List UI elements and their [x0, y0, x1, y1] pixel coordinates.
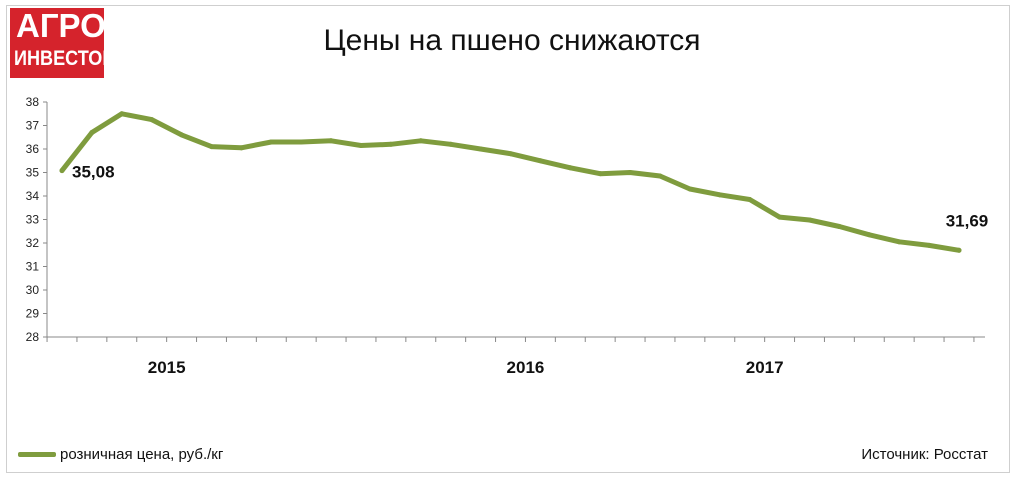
- data-point: [896, 239, 902, 245]
- data-point: [89, 130, 95, 136]
- data-point: [328, 138, 334, 144]
- data-point: [567, 165, 573, 171]
- data-point: [298, 139, 304, 145]
- data-point: [807, 217, 812, 223]
- data-point: [777, 214, 783, 220]
- chart-axes: 28 29 30 31 32 33 34 35 36 37 38 2015 2016 2017: [26, 95, 985, 377]
- y-tick-label: 33: [26, 213, 40, 227]
- series-line: [59, 111, 962, 253]
- data-point: [358, 142, 364, 148]
- chart-marks: 35,08 31,69: [59, 111, 989, 253]
- y-tick-label: 29: [26, 307, 40, 321]
- y-tick-label: 34: [26, 189, 40, 203]
- chart-frame: [6, 5, 1010, 473]
- year-label: 2016: [507, 358, 545, 377]
- data-point: [747, 197, 753, 203]
- y-tick-label: 28: [26, 330, 40, 344]
- data-point: [537, 158, 543, 164]
- data-point: [149, 117, 155, 123]
- data-point: [717, 192, 723, 198]
- data-point: [119, 111, 125, 117]
- data-label: 35,08: [72, 163, 115, 182]
- data-label: 31,69: [946, 211, 989, 230]
- data-point: [866, 232, 872, 238]
- data-point: [687, 186, 693, 192]
- source-note: Источник: Росстат: [861, 446, 988, 463]
- legend-label: розничная цена, руб./кг: [60, 446, 224, 463]
- y-tick-label: 36: [26, 142, 40, 156]
- agroinvestor-logo: АГРО ИНВЕСТОР: [10, 7, 114, 78]
- data-point: [836, 224, 842, 230]
- data-point: [418, 138, 424, 144]
- data-point: [179, 132, 185, 138]
- data-point: [657, 173, 663, 179]
- data-point: [956, 247, 962, 253]
- data-point: [448, 141, 454, 147]
- data-point: [209, 144, 214, 150]
- chart-title: Цены на пшено снижаются: [323, 24, 701, 57]
- data-point: [268, 139, 274, 145]
- y-tick-label: 30: [26, 283, 40, 297]
- data-point: [508, 151, 513, 157]
- data-point: [238, 145, 244, 151]
- y-tick-label: 31: [26, 260, 40, 274]
- y-tick-label: 38: [26, 95, 40, 109]
- year-label: 2015: [148, 358, 186, 377]
- legend: розничная цена, руб./кг: [18, 446, 223, 463]
- data-point: [926, 242, 932, 248]
- data-point: [59, 168, 65, 174]
- data-point: [478, 146, 484, 152]
- data-point: [627, 170, 633, 175]
- logo-line-1: АГРО: [16, 7, 106, 44]
- legend-swatch: [18, 452, 56, 457]
- year-label: 2017: [746, 358, 784, 377]
- logo-line-2: ИНВЕСТОР: [14, 47, 115, 70]
- data-point: [388, 141, 394, 147]
- y-tick-label: 32: [26, 236, 40, 250]
- y-tick-label: 37: [26, 119, 40, 133]
- y-tick-label: 35: [26, 166, 40, 180]
- data-point: [597, 171, 603, 177]
